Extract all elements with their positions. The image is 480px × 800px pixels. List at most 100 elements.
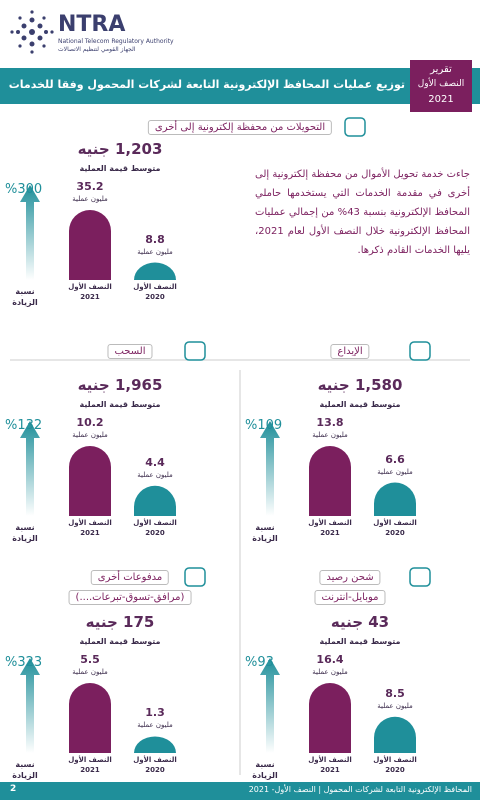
bar-period: النصف الأول: [308, 756, 352, 764]
bar-year: 2021: [80, 766, 100, 774]
badge-line: النصف الأول: [417, 79, 465, 89]
logo-en: National Telecom Regulatory Authority: [58, 38, 174, 45]
bar-unit: مليون عملية: [137, 721, 173, 730]
bar-year: 2020: [385, 529, 405, 537]
bar-value: 5.5: [80, 653, 100, 666]
footer-text: المحافظ الإلكترونية التابعة لشركات المحم…: [248, 785, 472, 794]
bar-unit: مليون عملية: [72, 431, 108, 439]
bar-value: 6.6: [385, 452, 405, 466]
page-number: 2: [10, 784, 17, 794]
increase-label: نسبة الزيادة: [12, 523, 38, 543]
increase-value: %132: [5, 418, 43, 433]
panel-heading: مدفوعات أخرى: [90, 570, 170, 585]
bar-value: 8.5: [385, 686, 405, 700]
bar-year: 2021: [320, 529, 340, 537]
bar-period: النصف الأول: [133, 283, 177, 291]
bar: [374, 482, 416, 516]
service-icon: [184, 341, 206, 361]
increase-value: %323: [5, 655, 43, 670]
average-label: متوسط قيمة العملية: [79, 164, 161, 173]
increase-value: %93: [245, 655, 274, 670]
bar-year: 2020: [145, 293, 165, 301]
bar-unit: مليون عملية: [312, 668, 348, 676]
logo-text: NTRA: [58, 12, 126, 37]
bar-value: 16.4: [316, 653, 344, 666]
average-label: متوسط قيمة العملية: [319, 400, 401, 409]
average-value: 43 جنيه: [330, 613, 390, 631]
panel-heading: موبايل-انترنت: [314, 590, 386, 605]
badge-line: تقرير: [430, 64, 452, 75]
logo-mark: [10, 10, 54, 54]
average-label: متوسط قيمة العملية: [79, 400, 161, 409]
bar-value: 4.4: [145, 455, 165, 469]
bar: [69, 446, 111, 516]
increase-arrow: [20, 185, 40, 280]
bar-year: 2020: [145, 529, 165, 537]
logo-ar: الجهاز القومي لتنظيم الاتصالات: [58, 46, 136, 53]
bar: [134, 736, 176, 753]
bar: [309, 683, 351, 753]
bar-value: 8.8: [145, 232, 165, 246]
bar-period: النصف الأول: [68, 519, 112, 527]
average-label: متوسط قيمة العملية: [79, 637, 161, 646]
bar-unit: مليون عملية: [137, 470, 173, 479]
bar: [374, 716, 416, 753]
panel-heading: التحويلات من محفظة إلكترونية إلى أخرى: [147, 120, 333, 135]
service-icon: [344, 117, 366, 137]
increase-value: %300: [5, 182, 43, 197]
bar: [134, 485, 176, 516]
increase-label: نسبة الزيادة: [12, 287, 38, 307]
bar-value: 1.3: [145, 706, 165, 720]
average-value: 1,580 جنيه: [317, 376, 403, 394]
bar-period: النصف الأول: [133, 519, 177, 527]
service-icon: [184, 567, 206, 587]
bar-value: 13.8: [316, 416, 344, 429]
badge-line: 2021: [428, 94, 454, 105]
bar: [134, 262, 176, 280]
title: توزيع عمليات المحافظ الإلكترونية التابعة…: [8, 78, 405, 91]
increase-label: نسبة الزيادة: [12, 760, 38, 780]
increase-arrow: [260, 421, 280, 516]
bar: [309, 446, 351, 516]
bar-period: النصف الأول: [373, 519, 417, 527]
bar-period: النصف الأول: [68, 283, 112, 291]
bar-unit: مليون عملية: [377, 467, 413, 476]
increase-value: %109: [245, 418, 283, 433]
bar-unit: مليون عملية: [312, 431, 348, 439]
bar-year: 2021: [320, 766, 340, 774]
title-band: [0, 68, 480, 104]
bar-unit: مليون عملية: [72, 668, 108, 676]
increase-arrow: [20, 658, 40, 753]
increase-label: نسبة الزيادة: [252, 523, 278, 543]
bar: [69, 683, 111, 753]
bar-year: 2021: [80, 529, 100, 537]
bar-unit: مليون عملية: [137, 247, 173, 256]
bar-year: 2020: [145, 766, 165, 774]
bar-period: النصف الأول: [308, 519, 352, 527]
bar-unit: مليون عملية: [377, 701, 413, 710]
average-value: 1,965 جنيه: [77, 376, 163, 394]
bar-unit: مليون عملية: [72, 195, 108, 203]
increase-arrow: [20, 421, 40, 516]
service-icon: [409, 567, 431, 587]
bar-period: النصف الأول: [133, 756, 177, 764]
bar-year: 2020: [385, 766, 405, 774]
bar-period: النصف الأول: [68, 756, 112, 764]
panel-heading: شحن رصيد: [319, 570, 381, 585]
increase-label: نسبة الزيادة: [252, 760, 278, 780]
footer-band: [0, 782, 480, 800]
panel-heading: الإيداع: [330, 344, 370, 359]
bar: [69, 210, 111, 280]
bar-value: 35.2: [76, 180, 104, 193]
panel-heading: (مرافق-تسوق-تبرعات....): [68, 590, 192, 605]
panel-heading: السحب: [107, 344, 153, 359]
bar-period: النصف الأول: [373, 756, 417, 764]
bar-year: 2021: [80, 293, 100, 301]
badge-box: [410, 60, 472, 112]
service-icon: [409, 341, 431, 361]
average-value: 175 جنيه: [85, 613, 155, 631]
bar-value: 10.2: [76, 416, 104, 429]
intro-text: جاءت خدمة تحويل الأموال من محفظة إلكترون…: [255, 169, 470, 256]
